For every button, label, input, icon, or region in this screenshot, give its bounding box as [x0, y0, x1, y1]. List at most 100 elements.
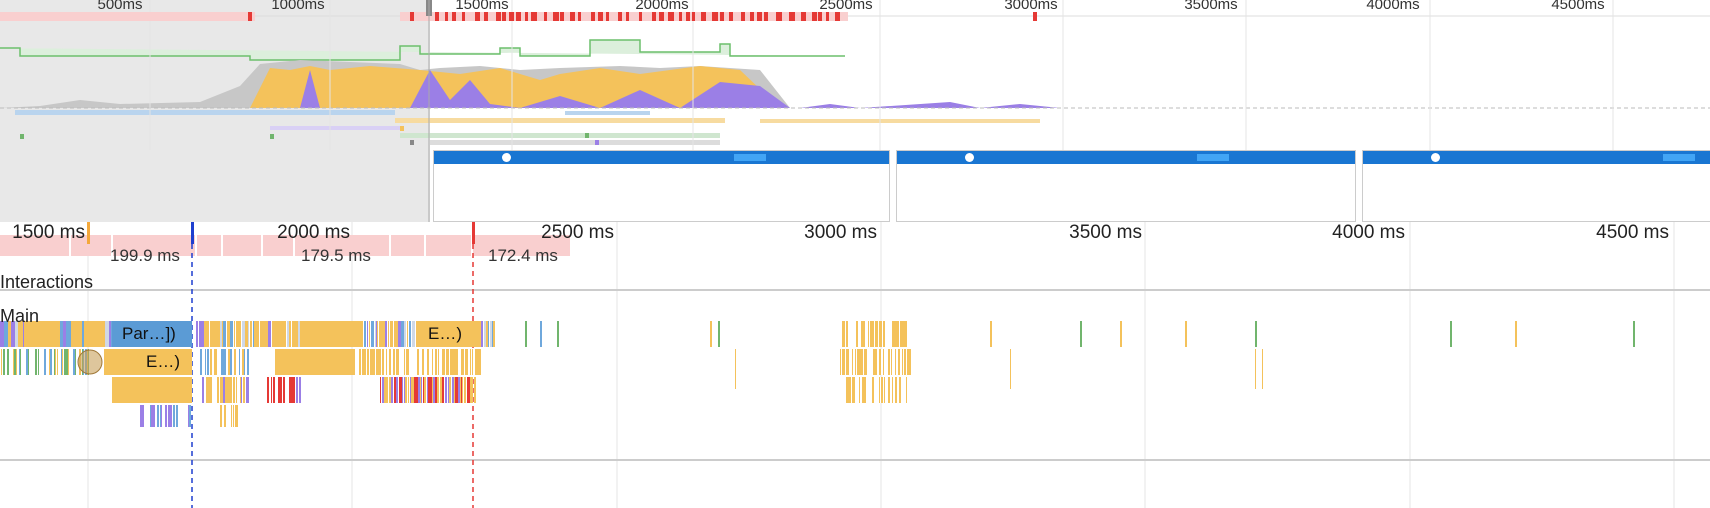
overview-long-task: [462, 12, 465, 21]
flame-bar: [178, 405, 180, 427]
evaluate-script-event[interactable]: E…): [418, 321, 478, 347]
flame-bar: [445, 377, 447, 403]
flame-bar: [0, 321, 4, 347]
flame-bar: [207, 321, 209, 347]
flame-bar: [239, 349, 240, 375]
flame-bar: [883, 321, 885, 347]
flame-bar: [267, 377, 269, 403]
flame-bar: [884, 377, 885, 403]
flame-bar: [902, 349, 903, 375]
flame-bar: [287, 321, 289, 347]
flame-bar: [165, 405, 167, 427]
flame-bar: [408, 349, 409, 375]
flame-bar: [887, 377, 888, 403]
flame-bar: [418, 377, 420, 403]
flame-bar: [394, 321, 395, 347]
overview-chart: [0, 0, 1710, 222]
flame-bar: [435, 349, 436, 375]
flame-bar: [892, 377, 893, 403]
flame-bar: [843, 321, 845, 347]
flame-bar: [383, 377, 384, 403]
filmstrip-screenshot[interactable]: [896, 150, 1356, 222]
flame-bar: [236, 377, 237, 403]
parse-event[interactable]: Par…]): [112, 321, 192, 347]
evaluate-script-event[interactable]: E…): [136, 349, 192, 375]
flame-bar: [480, 321, 481, 347]
frames-track-bg: [0, 235, 570, 256]
flame-bar: [24, 349, 26, 375]
flame-bar: [250, 321, 252, 347]
flame-bar: [880, 321, 882, 347]
flame-bar: [399, 377, 401, 403]
flame-bar: [180, 405, 182, 427]
flame-bar: [153, 405, 155, 427]
flame-bar: [879, 377, 880, 403]
flame-bar: [292, 321, 294, 347]
flame-bar: [850, 321, 852, 347]
flame-bar: [57, 349, 58, 375]
flame-bar: [39, 349, 41, 375]
flame-bar: [856, 321, 858, 347]
flame-bar: [232, 349, 234, 375]
flame-bar: [392, 349, 393, 375]
flame-bar: [364, 349, 366, 375]
overview-long-task: [410, 12, 414, 21]
flame-bar: [906, 377, 907, 403]
flame-bar: [402, 377, 403, 403]
flame-bar: [888, 349, 890, 375]
flame-bar: [879, 349, 881, 375]
flame-bar: [34, 349, 35, 375]
flame-bar: [283, 377, 285, 403]
overview-time-label: 3500ms: [1184, 0, 1238, 13]
flame-bar: [479, 349, 481, 375]
flame-bar: [206, 377, 209, 403]
flame-bar: [905, 321, 907, 347]
flame-bar: [244, 349, 245, 375]
flame-bar: [58, 349, 60, 375]
flame-bar: [419, 349, 420, 375]
flame-bar: [908, 321, 910, 347]
flame-bar: [904, 321, 905, 347]
fps-graph: [0, 39, 845, 61]
flame-bar: [718, 321, 720, 347]
flame-bar: [220, 377, 223, 403]
flame-bar: [848, 377, 850, 403]
flame-bar: [1633, 321, 1635, 347]
flame-bar: [62, 349, 63, 375]
timeline-overview[interactable]: 500ms 1000ms 1500ms 2000ms 2500ms 3000ms…: [0, 0, 1710, 222]
network-request: [430, 140, 720, 145]
flame-bar: [866, 321, 868, 347]
flame-bar: [891, 349, 892, 375]
flame-bar: [861, 349, 862, 375]
flame-bar: [400, 349, 401, 375]
filmstrip-screenshot[interactable]: [433, 150, 890, 222]
flame-bar: [3, 349, 5, 375]
flame-bar: [466, 349, 468, 375]
flame-bar: [848, 349, 849, 375]
flame-bar: [472, 349, 473, 375]
flame-bar: [882, 321, 883, 347]
ruler-tick-label: 3500 ms: [1069, 222, 1142, 243]
flame-chart-area[interactable]: 1500 ms 2000 ms 2500 ms 3000 ms 3500 ms …: [0, 222, 1710, 508]
flame-bar: [525, 321, 527, 347]
interactions-track-title[interactable]: Interactions: [0, 272, 94, 292]
flame-bar: [427, 349, 429, 375]
overview-marker: [20, 134, 24, 139]
overview-long-task: [626, 12, 629, 21]
flame-bar: [61, 349, 62, 375]
flame-bar: [841, 349, 842, 375]
filmstrip-screenshot[interactable]: [1362, 150, 1710, 222]
flame-bar: [8, 321, 11, 347]
overview-frame: [0, 12, 255, 21]
flame-bar: [854, 349, 855, 375]
main-track-title[interactable]: Main: [0, 306, 40, 326]
flame-bar: [151, 405, 153, 427]
flame-bar: [386, 377, 388, 403]
flame-bar: [888, 377, 890, 403]
flame-bar: [295, 321, 298, 347]
flame-bar: [861, 321, 862, 347]
flame-bar: [443, 349, 445, 375]
flame-bar: [435, 377, 437, 403]
flame-bar: [432, 349, 433, 375]
flame-bar: [236, 321, 238, 347]
